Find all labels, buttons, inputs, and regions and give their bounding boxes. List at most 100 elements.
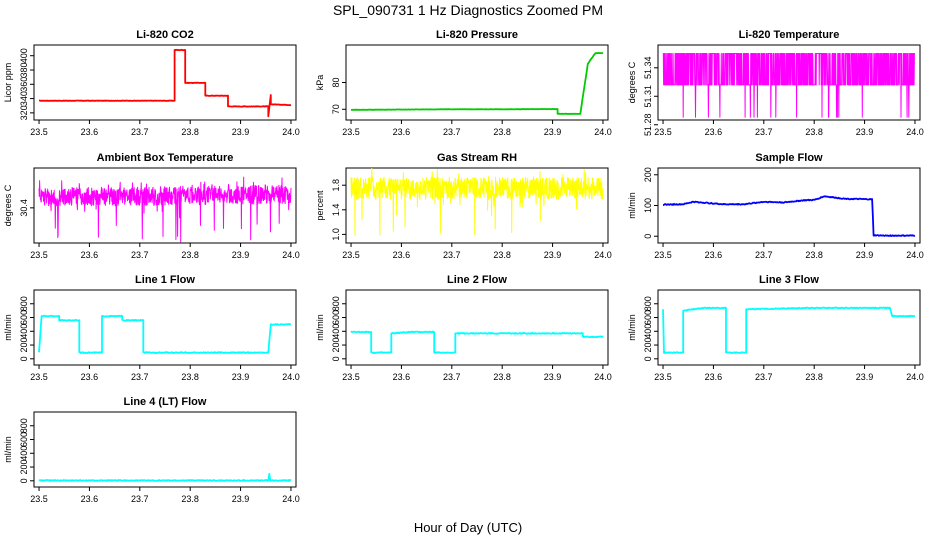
- x-tick-label: 23.6: [393, 372, 411, 382]
- chart-panels: Li-820 CO2 23.5 23.6 23.7 23.8 23.9 24.0 320340…: [3, 29, 924, 504]
- y-tick-label: 600: [19, 432, 29, 447]
- panel-title: Line 4 (LT) Flow: [124, 396, 207, 408]
- x-tick-label: 23.9: [544, 250, 562, 260]
- plot-area: [38, 48, 292, 118]
- y-tick-label: 1.0: [331, 228, 341, 241]
- x-tick-label: 23.9: [232, 494, 250, 504]
- y-tick-label: 200: [19, 460, 29, 475]
- y-tick-label: 80: [331, 77, 341, 87]
- y-tick-label: 200: [643, 167, 653, 182]
- x-tick-label: 24.0: [594, 127, 612, 137]
- y-tick-label: 400: [19, 48, 29, 63]
- y-tick-label: 340: [19, 91, 29, 106]
- series-line-line-1-flow: [38, 314, 292, 354]
- y-tick-label: 600: [19, 310, 29, 325]
- panel-title: Gas Stream RH: [437, 152, 517, 164]
- series-line-line-3-flow: [662, 306, 916, 354]
- x-tick-label: 23.9: [856, 372, 874, 382]
- x-tick-label: 23.8: [493, 250, 511, 260]
- y-axis-label: ml/min: [315, 314, 325, 341]
- series-line-li-820-pressure: [350, 52, 604, 115]
- panel-title: Li-820 CO2: [136, 29, 193, 41]
- x-tick-label: 23.5: [342, 127, 360, 137]
- y-tick-label: 320: [19, 105, 29, 120]
- y-tick-label: 800: [19, 296, 29, 311]
- y-tick-label: 0: [643, 356, 653, 361]
- panel-li-820-pressure: Li-820 Pressure 23.5 23.6 23.7 23.8 23.9 24.0 7…: [315, 29, 612, 137]
- x-tick-label: 23.8: [181, 372, 199, 382]
- x-tick-label: 23.8: [805, 372, 823, 382]
- x-tick-label: 23.7: [131, 250, 149, 260]
- x-tick-label: 23.6: [81, 372, 99, 382]
- x-tick-label: 23.8: [805, 127, 823, 137]
- x-tick-label: 24.0: [282, 494, 300, 504]
- plot-area: [38, 176, 292, 243]
- plot-frame: [33, 411, 297, 488]
- x-tick-label: 23.8: [493, 372, 511, 382]
- y-axis-label: ml/min: [627, 192, 637, 219]
- panel-line-2-flow: Line 2 Flow 23.5 23.6 23.7 23.8 23.9 24.0 0 2004…: [315, 274, 612, 382]
- plot-frame: [33, 167, 297, 244]
- plot-frame: [345, 289, 609, 366]
- x-tick-label: 24.0: [906, 372, 924, 382]
- x-tick-label: 24.0: [906, 127, 924, 137]
- panel-li-820-co2: Li-820 CO2 23.5 23.6 23.7 23.8 23.9 24.0 320340…: [3, 29, 300, 137]
- series-line-line-2-flow: [350, 330, 604, 354]
- x-tick-label: 23.6: [705, 250, 723, 260]
- plot-area: [662, 53, 916, 118]
- y-tick-label: 0: [331, 356, 341, 361]
- plot-area: [350, 168, 604, 236]
- y-tick-label: 30.4: [19, 199, 29, 217]
- y-tick-label: 0: [19, 478, 29, 483]
- y-tick-label: 400: [643, 324, 653, 339]
- y-tick-label: 800: [643, 296, 653, 311]
- y-axis-label: ml/min: [3, 314, 13, 341]
- y-tick-label: 200: [19, 338, 29, 353]
- panel-gas-stream-rh: Gas Stream RH 23.5 23.6 23.7 23.8 23.9 24.0 1.0…: [315, 152, 612, 260]
- x-tick-label: 23.6: [705, 127, 723, 137]
- x-tick-label: 24.0: [282, 250, 300, 260]
- y-tick-label: 800: [331, 296, 341, 311]
- plot-frame: [33, 289, 297, 366]
- x-tick-label: 24.0: [282, 372, 300, 382]
- y-axis-label: degrees C: [3, 184, 13, 226]
- x-tick-label: 23.9: [232, 250, 250, 260]
- x-tick-label: 23.5: [342, 372, 360, 382]
- y-axis-label: Licor ppm: [3, 63, 13, 103]
- x-tick-label: 23.6: [81, 250, 99, 260]
- panel-title: Sample Flow: [755, 152, 823, 164]
- y-axis-label: percent: [315, 190, 325, 221]
- y-tick-label: 600: [643, 310, 653, 325]
- x-tick-label: 23.5: [654, 127, 672, 137]
- x-tick-label: 23.5: [30, 494, 48, 504]
- x-tick-label: 23.7: [755, 127, 773, 137]
- panel-line-3-flow: Line 3 Flow 23.5 23.6 23.7 23.8 23.9 24.0 0 2004…: [627, 274, 924, 382]
- x-tick-label: 23.9: [544, 127, 562, 137]
- y-tick-label: 600: [331, 310, 341, 325]
- y-tick-label: 51.31: [643, 85, 653, 108]
- panel-title: Li-820 Pressure: [436, 29, 518, 41]
- x-tick-label: 23.8: [805, 250, 823, 260]
- series-line-sample-flow: [662, 195, 916, 237]
- series-line-li-820-co2: [38, 48, 292, 118]
- x-tick-label: 23.7: [755, 372, 773, 382]
- plot-area: [38, 473, 292, 482]
- panel-line-1-flow: Line 1 Flow 23.5 23.6 23.7 23.8 23.9 24.0 0 2004…: [3, 274, 300, 382]
- plot-area: [350, 330, 604, 354]
- x-tick-label: 24.0: [282, 127, 300, 137]
- panel-title: Ambient Box Temperature: [97, 152, 234, 164]
- plot-area: [350, 52, 604, 115]
- x-tick-label: 23.5: [654, 250, 672, 260]
- x-tick-label: 23.7: [443, 127, 461, 137]
- y-axis-label: ml/min: [3, 436, 13, 463]
- series-line-li-820-temperature: [662, 53, 916, 118]
- plot-frame: [33, 44, 297, 121]
- panel-line-4-lt-flow: Line 4 (LT) Flow 23.5 23.6 23.7 23.8 23.9 24.0…: [3, 396, 300, 504]
- y-tick-label: 400: [19, 446, 29, 461]
- y-tick-label: 1.4: [331, 204, 341, 217]
- x-tick-label: 23.7: [443, 372, 461, 382]
- plot-frame: [345, 167, 609, 244]
- panel-title: Line 2 Flow: [447, 274, 507, 286]
- x-tick-label: 23.5: [342, 250, 360, 260]
- x-tick-label: 23.8: [181, 250, 199, 260]
